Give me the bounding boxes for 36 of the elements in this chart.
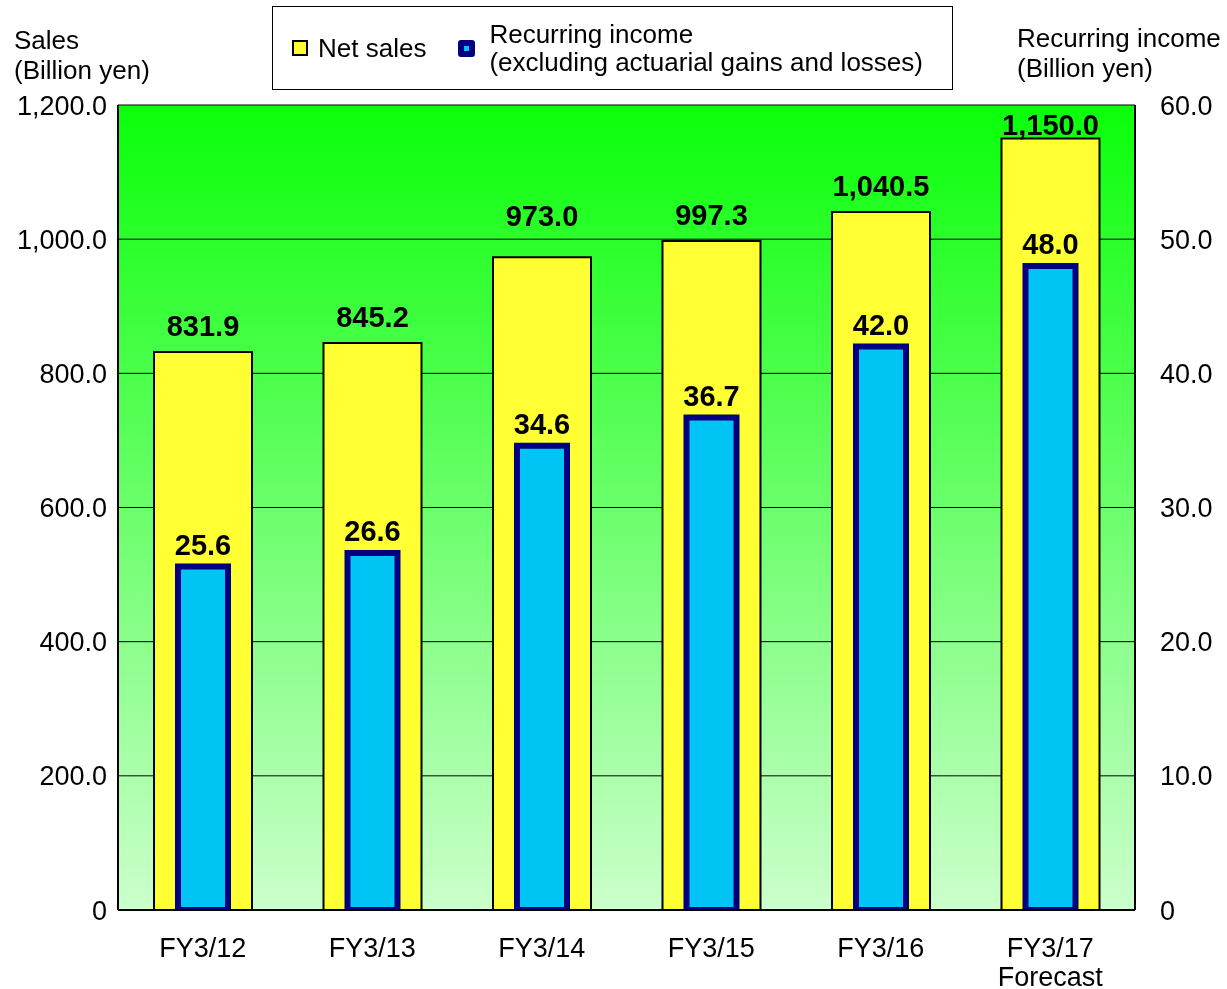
y-tick-label: 400.0	[39, 627, 107, 658]
y-tick-label: 0	[91, 895, 107, 926]
y2-axis-title: Recurring income (Billion yen)	[1017, 23, 1221, 83]
data-label: 42.0	[852, 308, 910, 341]
data-label: 997.3	[675, 198, 748, 231]
data-label: 845.2	[336, 301, 409, 334]
y2-tick-label: 20.0	[1160, 627, 1213, 658]
x-tick-label: FY3/13	[328, 933, 416, 963]
legend-label: Net sales	[318, 33, 427, 63]
data-label: 26.6	[344, 515, 401, 548]
data-label: 1,040.5	[832, 170, 930, 202]
x-tick-label: FY3/14	[498, 933, 586, 963]
data-label: 34.6	[513, 407, 571, 440]
data-label: 1,150.0	[1002, 109, 1099, 141]
x-tick-label: FY3/16	[837, 933, 925, 963]
y2-tick-label: 30.0	[1160, 493, 1213, 524]
x-tick-label: FY3/17 Forecast	[997, 933, 1104, 989]
x-tick-label: FY3/15	[667, 933, 755, 963]
y-tick-label: 200.0	[39, 761, 107, 792]
data-label: 831.9	[166, 309, 240, 342]
y-axis-title: Sales (Billion yen)	[14, 25, 150, 85]
y2-tick-label: 0	[1160, 895, 1176, 926]
y-tick-label: 800.0	[39, 358, 107, 389]
y-tick-label: 1,000.0	[16, 224, 107, 255]
y2-tick-label: 50.0	[1160, 224, 1213, 255]
legend-label: Recurring income (excluding actuarial gains and losses)	[489, 19, 923, 77]
data-label: 48.0	[1022, 228, 1079, 260]
y2-tick-label: 10.0	[1160, 761, 1213, 792]
data-label: 25.6	[174, 528, 232, 561]
x-tick-label: FY3/12	[159, 933, 247, 963]
y2-tick-label: 60.0	[1160, 90, 1213, 121]
y-tick-label: 1,200.0	[16, 90, 107, 121]
data-label: 36.7	[683, 379, 740, 412]
y-tick-label: 600.0	[39, 493, 107, 524]
data-label: 973.0	[505, 200, 579, 233]
y2-tick-label: 40.0	[1160, 358, 1213, 389]
